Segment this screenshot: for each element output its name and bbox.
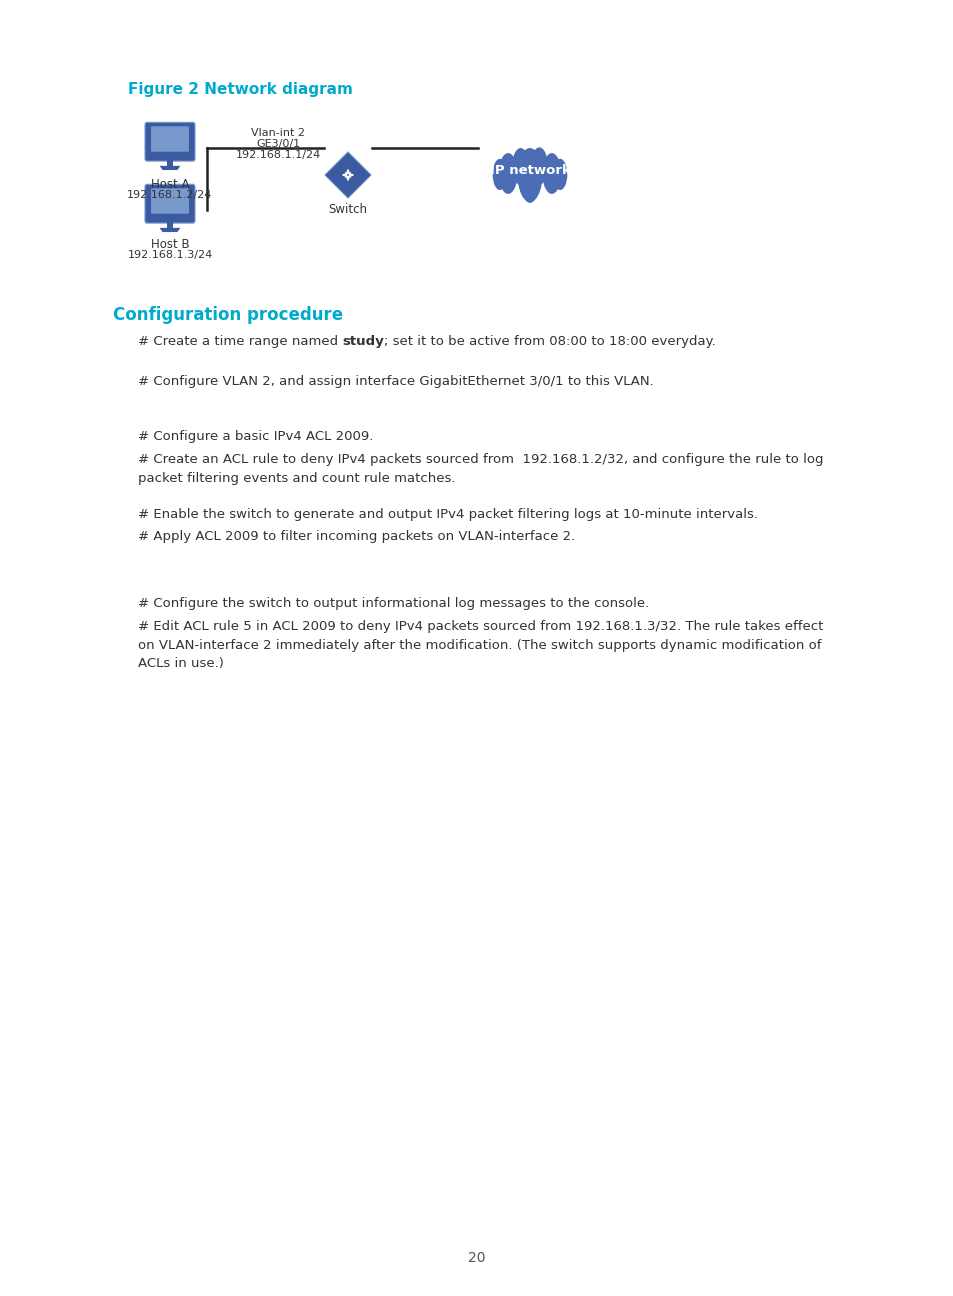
Ellipse shape xyxy=(530,148,547,184)
Ellipse shape xyxy=(542,153,560,194)
Text: # Enable the switch to generate and output IPv4 packet filtering logs at 10-minu: # Enable the switch to generate and outp… xyxy=(138,508,758,521)
Ellipse shape xyxy=(512,148,529,185)
Text: study: study xyxy=(342,334,384,349)
FancyBboxPatch shape xyxy=(145,184,194,223)
Text: Configuration procedure: Configuration procedure xyxy=(112,306,343,324)
FancyBboxPatch shape xyxy=(151,188,189,214)
Polygon shape xyxy=(159,228,180,232)
Text: IP network: IP network xyxy=(489,163,570,176)
Ellipse shape xyxy=(492,159,506,191)
Polygon shape xyxy=(159,166,180,170)
FancyBboxPatch shape xyxy=(145,122,194,161)
Text: 192.168.1.1/24: 192.168.1.1/24 xyxy=(235,150,320,159)
Text: GE3/0/1: GE3/0/1 xyxy=(255,139,300,149)
Ellipse shape xyxy=(517,148,542,202)
Polygon shape xyxy=(167,158,172,166)
FancyBboxPatch shape xyxy=(151,126,189,152)
Text: 192.168.1.3/24: 192.168.1.3/24 xyxy=(128,250,213,260)
Text: Host A: Host A xyxy=(151,178,189,191)
Text: Figure 2 Network diagram: Figure 2 Network diagram xyxy=(128,82,353,97)
Text: # Create a time range named: # Create a time range named xyxy=(138,334,342,349)
Text: # Configure the switch to output informational log messages to the console.: # Configure the switch to output informa… xyxy=(138,597,649,610)
Polygon shape xyxy=(325,152,371,198)
Text: ; set it to be active from 08:00 to 18:00 everyday.: ; set it to be active from 08:00 to 18:0… xyxy=(384,334,715,349)
Ellipse shape xyxy=(498,153,517,194)
Text: # Apply ACL 2009 to filter incoming packets on VLAN-interface 2.: # Apply ACL 2009 to filter incoming pack… xyxy=(138,530,575,543)
Text: # Create an ACL rule to deny IPv4 packets sourced from  192.168.1.2/32, and conf: # Create an ACL rule to deny IPv4 packet… xyxy=(138,454,822,485)
Text: # Configure VLAN 2, and assign interface GigabitEthernet 3/0/1 to this VLAN.: # Configure VLAN 2, and assign interface… xyxy=(138,375,653,388)
Text: # Configure a basic IPv4 ACL 2009.: # Configure a basic IPv4 ACL 2009. xyxy=(138,430,373,443)
Text: # Edit ACL rule 5 in ACL 2009 to deny IPv4 packets sourced from 192.168.1.3/32. : # Edit ACL rule 5 in ACL 2009 to deny IP… xyxy=(138,619,822,670)
Polygon shape xyxy=(167,220,172,228)
Text: Switch: Switch xyxy=(328,203,367,216)
Ellipse shape xyxy=(520,163,538,203)
Text: Host B: Host B xyxy=(151,238,189,251)
Text: 192.168.1.2/24: 192.168.1.2/24 xyxy=(127,191,213,200)
Text: Vlan-int 2: Vlan-int 2 xyxy=(251,128,305,137)
Text: 20: 20 xyxy=(468,1251,485,1265)
Ellipse shape xyxy=(553,159,567,191)
